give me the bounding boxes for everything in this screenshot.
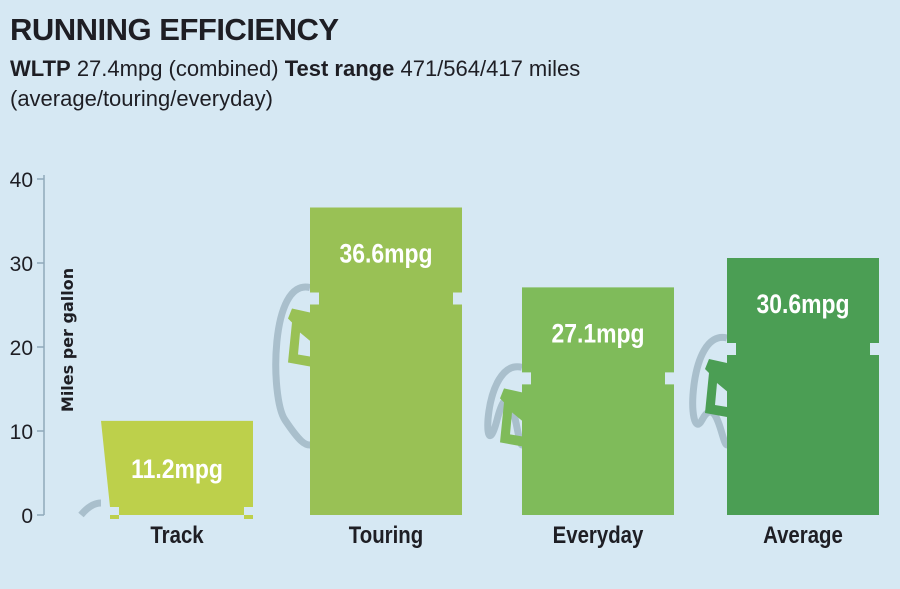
fuel-hose-icon bbox=[78, 499, 102, 518]
y-tick-label: 40 bbox=[10, 169, 33, 192]
data-label: 30.6mpg bbox=[756, 289, 849, 319]
chart-subtitle: WLTP 27.4mpg (combined) Test range 471/5… bbox=[10, 54, 770, 114]
fuel-nozzle-icon bbox=[500, 388, 524, 447]
bar-average bbox=[727, 257, 879, 515]
x-category-label: Track bbox=[150, 521, 204, 548]
fuel-nozzle-icon bbox=[705, 358, 729, 417]
y-tick-label: 0 bbox=[21, 505, 33, 528]
wltp-value: 27.4mpg (combined) bbox=[76, 56, 279, 81]
fuel-hose-icon bbox=[272, 283, 311, 449]
range-note: (average/touring/everyday) bbox=[10, 86, 273, 111]
y-axis-label: Miles per gallon bbox=[58, 268, 77, 412]
chart-title: RUNNING EFFICIENCY bbox=[10, 12, 339, 47]
x-category-label: Touring bbox=[349, 521, 423, 548]
wltp-label: WLTP bbox=[10, 56, 71, 81]
fuel-hose-icon bbox=[689, 334, 731, 449]
range-label: Test range bbox=[284, 56, 395, 81]
bar-everyday bbox=[522, 287, 674, 515]
range-value: 471/564/417 miles bbox=[400, 56, 581, 81]
y-tick-label: 30 bbox=[10, 253, 33, 276]
data-label: 11.2mpg bbox=[131, 454, 223, 484]
fuel-hose-icon bbox=[484, 363, 526, 449]
y-tick-label: 20 bbox=[10, 337, 33, 360]
y-tick-label: 10 bbox=[10, 421, 33, 444]
data-label: 27.1mpg bbox=[551, 319, 644, 349]
x-category-label: Average bbox=[763, 521, 843, 548]
x-category-label: Everyday bbox=[553, 521, 644, 548]
bar-touring bbox=[310, 207, 462, 515]
data-label: 36.6mpg bbox=[339, 239, 432, 269]
bar-track bbox=[101, 420, 253, 519]
fuel-nozzle-icon bbox=[288, 308, 312, 367]
